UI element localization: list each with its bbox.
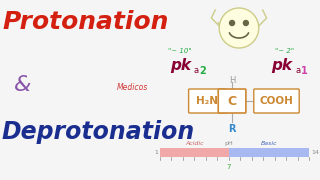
Text: 7: 7 <box>227 164 231 170</box>
Text: 14: 14 <box>311 150 319 155</box>
Text: 1: 1 <box>301 66 308 76</box>
Circle shape <box>219 8 259 48</box>
FancyBboxPatch shape <box>218 89 246 113</box>
Text: pk: pk <box>170 58 191 73</box>
Text: pk: pk <box>272 58 292 73</box>
FancyBboxPatch shape <box>254 89 299 113</box>
Text: Basic: Basic <box>261 141 277 146</box>
Text: a: a <box>295 66 300 75</box>
Text: C: C <box>228 94 236 107</box>
Text: pH: pH <box>224 141 233 146</box>
Text: 1: 1 <box>154 150 158 155</box>
Bar <box>160 148 229 157</box>
Text: Deprotonation: Deprotonation <box>2 120 195 144</box>
Text: H₂N: H₂N <box>196 96 218 106</box>
Text: R: R <box>228 124 236 134</box>
Text: Protonation: Protonation <box>2 10 168 34</box>
Circle shape <box>229 21 235 26</box>
Text: "~ 10": "~ 10" <box>168 48 191 54</box>
Text: Medicos: Medicos <box>116 83 148 92</box>
Text: &: & <box>14 75 31 95</box>
Text: "~ 2": "~ 2" <box>275 48 294 54</box>
Text: COOH: COOH <box>260 96 293 106</box>
Bar <box>229 148 309 157</box>
Circle shape <box>244 21 248 26</box>
Text: a: a <box>194 66 199 75</box>
Text: Acidic: Acidic <box>185 141 204 146</box>
Text: H: H <box>229 76 235 85</box>
Text: 2: 2 <box>199 66 206 76</box>
FancyBboxPatch shape <box>188 89 226 113</box>
